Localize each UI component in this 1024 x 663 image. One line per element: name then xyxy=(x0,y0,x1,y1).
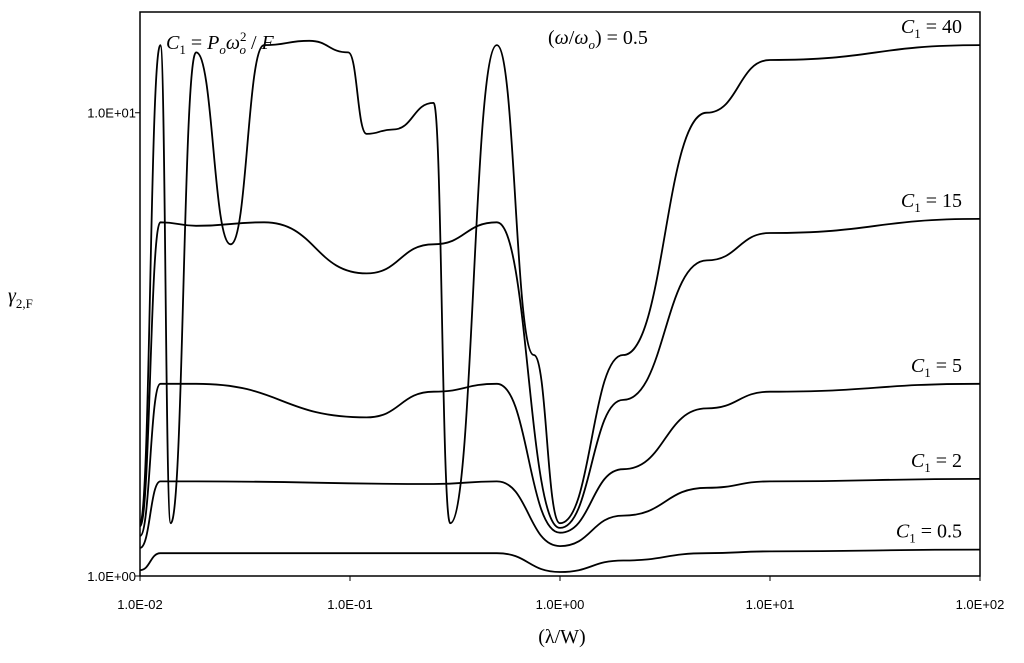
series-label: C1 = 2 xyxy=(911,450,962,475)
series-label: C1 = 5 xyxy=(911,355,962,380)
y-axis-label: γ2,F xyxy=(8,285,33,311)
series-line-2 xyxy=(139,382,981,537)
series-labels: C1 = 40 C1 = 15 C1 = 5 C1 = 2 C1 = 0.5 xyxy=(896,16,962,546)
series-line-1 xyxy=(139,218,981,529)
axis-ticks: 1.0E-02 1.0E-01 1.0E+00 1.0E+01 1.0E+02 1.0E+… xyxy=(87,106,1004,612)
curves xyxy=(139,39,981,573)
series-label: C1 = 15 xyxy=(901,190,962,215)
x-tick-label: 1.0E-01 xyxy=(327,597,373,612)
x-tick-label: 1.0E-02 xyxy=(117,597,163,612)
x-axis-label: (λ/W) xyxy=(538,626,585,648)
c1-definition: C1 = Poω2 o / F xyxy=(166,29,275,57)
omega-ratio: (ω/ωo) = 0.5 xyxy=(548,27,648,52)
series-label: C1 = 0.5 xyxy=(896,521,962,546)
x-tick-label: 1.0E+00 xyxy=(536,597,585,612)
series-line-3 xyxy=(139,478,981,549)
series-line-0 xyxy=(139,39,981,525)
series-label: C1 = 40 xyxy=(901,16,962,41)
x-tick-label: 1.0E+01 xyxy=(746,597,795,612)
plot-area xyxy=(139,11,981,577)
series-line-4 xyxy=(139,548,981,573)
y-tick-label: 1.0E+00 xyxy=(87,569,136,584)
y-tick-label: 1.0E+01 xyxy=(87,106,136,121)
x-tick-label: 1.0E+02 xyxy=(956,597,1005,612)
